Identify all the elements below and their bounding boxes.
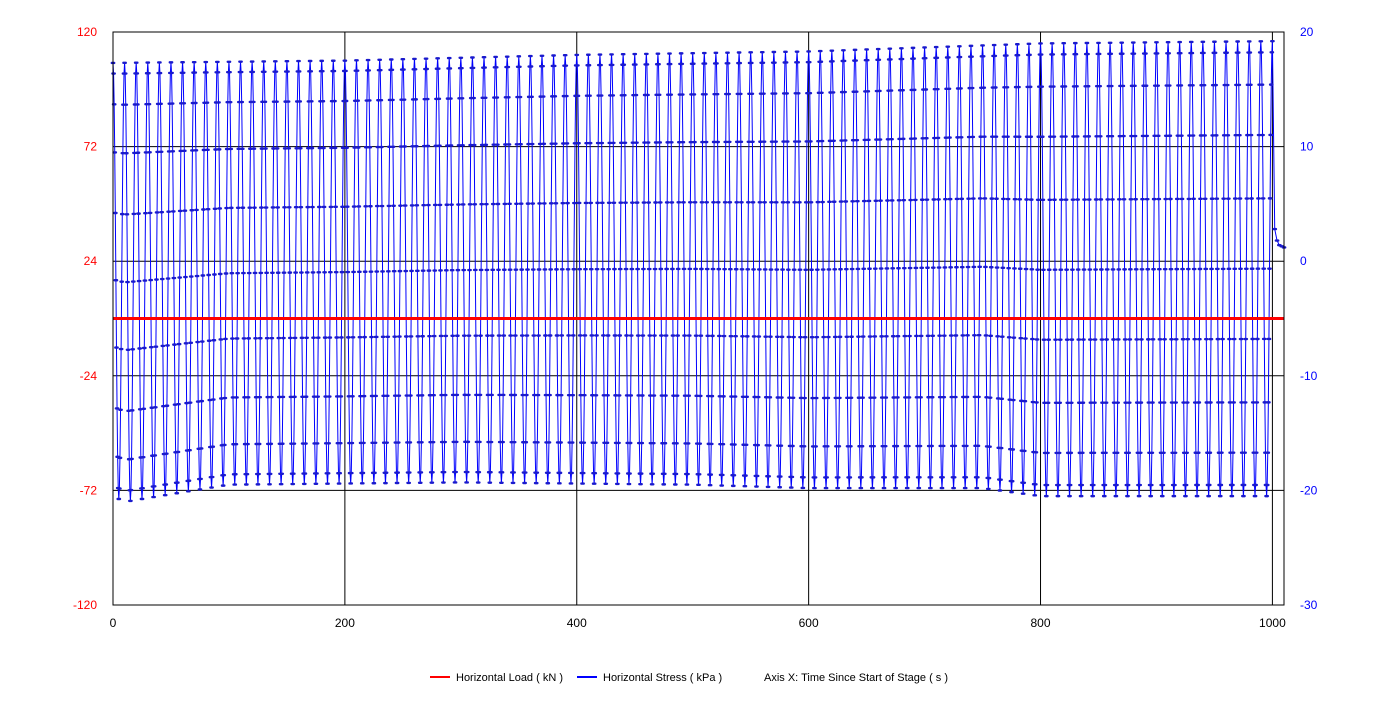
- y-left-tick-label: -120: [73, 598, 97, 612]
- series-line-horizontal-stress: [112, 41, 1285, 501]
- series-layer: [110, 39, 1287, 503]
- x-tick-label: 1000: [1259, 616, 1286, 630]
- y-left-tick-label: -24: [80, 369, 98, 383]
- x-tick-label: 0: [110, 616, 117, 630]
- y-left-tick-label: 72: [84, 140, 98, 154]
- x-tick-label: 800: [1031, 616, 1051, 630]
- y-left-tick-label: -72: [80, 483, 98, 497]
- axes: 120 72 24 -24 -72 -120 20 10 0 -10 -20 -30 0 200 400 60…: [73, 25, 1318, 630]
- x-tick-label: 400: [567, 616, 587, 630]
- x-tick-label: 600: [799, 616, 819, 630]
- legend-label: Horizontal Stress ( kPa ): [603, 672, 722, 684]
- y-right-tick-label: -10: [1300, 369, 1318, 383]
- y-right-tick-label: -20: [1300, 483, 1318, 497]
- legend: Horizontal Load ( kN ) Horizontal Stress …: [430, 672, 948, 684]
- y-left-tick-label: 120: [77, 25, 97, 39]
- legend-label: Horizontal Load ( kN ): [456, 672, 563, 684]
- y-right-tick-label: 0: [1300, 254, 1307, 268]
- y-right-tick-label: 20: [1300, 25, 1314, 39]
- y-right-tick-label: 10: [1300, 140, 1314, 154]
- y-right-tick-label: -30: [1300, 598, 1318, 612]
- x-axis-label: Axis X: Time Since Start of Stage ( s ): [764, 672, 948, 684]
- plot-frame: [112, 31, 1285, 606]
- x-tick-label: 200: [335, 616, 355, 630]
- y-left-tick-label: 24: [84, 254, 98, 268]
